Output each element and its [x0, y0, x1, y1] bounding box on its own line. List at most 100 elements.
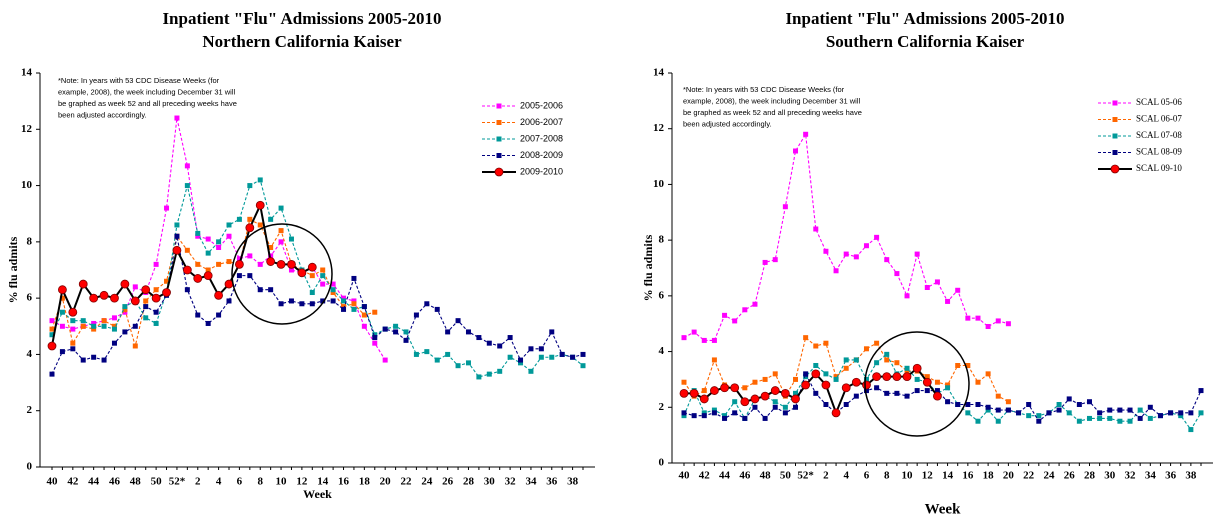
data-point: [351, 306, 357, 312]
data-point: [195, 233, 201, 239]
data-point: [975, 418, 981, 424]
data-point: [507, 335, 513, 341]
data-point: [831, 408, 841, 418]
data-point: [762, 259, 768, 265]
data-point: [507, 354, 513, 360]
data-point: [701, 388, 707, 394]
data-point: [922, 377, 932, 387]
data-point: [821, 380, 831, 390]
data-point: [681, 410, 687, 416]
data-point: [122, 309, 128, 315]
data-point: [132, 343, 138, 349]
legend-marker: [496, 103, 502, 109]
data-point: [823, 402, 829, 407]
data-point: [403, 329, 409, 335]
data-point: [853, 357, 859, 363]
data-point: [255, 200, 265, 210]
data-point: [193, 274, 203, 283]
legend: SCAL 05-06 SCAL 06-07 SCAL 07-08 SCAL 08-09…: [1098, 97, 1182, 174]
data-point: [924, 374, 930, 380]
data-point: [559, 351, 565, 357]
x-tick-label: 46: [739, 470, 751, 482]
legend: 2005-2006 2006-2007 2007-2008 2008-2009 2009…: [482, 100, 563, 177]
data-point: [216, 244, 222, 250]
data-point: [268, 287, 274, 293]
data-point: [99, 290, 109, 300]
x-tick-label: 6: [237, 476, 243, 488]
data-point: [912, 363, 922, 373]
data-point: [195, 312, 201, 318]
data-point: [184, 287, 190, 293]
data-point: [361, 323, 367, 329]
data-point: [793, 390, 799, 396]
legend-label: SCAL 08-09: [1136, 147, 1182, 157]
data-point: [372, 332, 378, 338]
data-point: [205, 236, 211, 242]
note-line: been adjusted accordingly.: [58, 110, 147, 119]
x-tick-label: 10: [276, 476, 288, 488]
x-tick-label: 22: [401, 476, 413, 488]
data-point: [143, 304, 149, 310]
data-point: [214, 290, 223, 300]
data-point: [424, 349, 430, 355]
x-tick-label: 30: [1104, 470, 1116, 482]
data-point: [361, 304, 367, 310]
data-point: [772, 404, 778, 410]
data-point: [538, 346, 544, 352]
data-point: [320, 298, 326, 304]
data-point: [309, 273, 315, 279]
y-tick-label: 8: [27, 235, 33, 247]
series-line: [51, 179, 584, 378]
data-point: [372, 309, 378, 315]
data-point: [711, 357, 717, 363]
data-point: [382, 357, 388, 363]
data-point: [975, 379, 981, 385]
data-point: [247, 216, 253, 222]
data-point: [965, 410, 971, 416]
data-point: [995, 318, 1001, 324]
x-tick-label: 8: [884, 470, 890, 482]
data-point: [257, 177, 263, 183]
data-point: [393, 323, 399, 329]
x-tick-label: 36: [546, 476, 558, 488]
data-point: [91, 320, 97, 326]
data-point: [975, 402, 981, 407]
data-point: [722, 312, 728, 318]
data-point: [762, 415, 768, 421]
x-tick-label: 36: [1165, 470, 1177, 482]
chart-subtitle: Northern California Kaiser: [202, 32, 402, 51]
x-tick-label: 2: [195, 476, 201, 488]
data-point: [172, 245, 182, 255]
data-point: [1157, 413, 1163, 419]
data-point: [813, 343, 819, 349]
data-point: [205, 250, 211, 256]
data-point: [101, 318, 107, 324]
legend-label: SCAL 07-08: [1136, 130, 1182, 140]
data-point: [995, 407, 1001, 413]
legend-marker: [496, 120, 502, 125]
data-point: [132, 284, 138, 290]
x-tick-label: 40: [47, 476, 59, 488]
data-point: [1036, 418, 1042, 424]
data-point: [862, 380, 871, 390]
data-point: [934, 279, 940, 285]
data-point: [143, 315, 149, 321]
data-point: [843, 402, 849, 407]
data-point: [49, 326, 55, 332]
legend-label: SCAL 09-10: [1136, 163, 1182, 173]
note-line: been adjusted accordingly.: [683, 119, 772, 128]
data-point: [742, 307, 748, 313]
data-point: [174, 233, 180, 239]
data-point: [710, 386, 719, 395]
x-axis-label: Week: [303, 487, 332, 501]
data-point: [164, 205, 170, 211]
data-point: [902, 372, 912, 382]
note-line: example, 2008), the week including Decem…: [683, 96, 861, 105]
data-point: [914, 388, 920, 394]
data-point: [580, 351, 586, 357]
data-point: [1137, 415, 1143, 421]
data-point: [894, 360, 900, 366]
data-point: [59, 309, 65, 315]
data-point: [914, 251, 920, 257]
legend-marker: [1112, 150, 1118, 155]
